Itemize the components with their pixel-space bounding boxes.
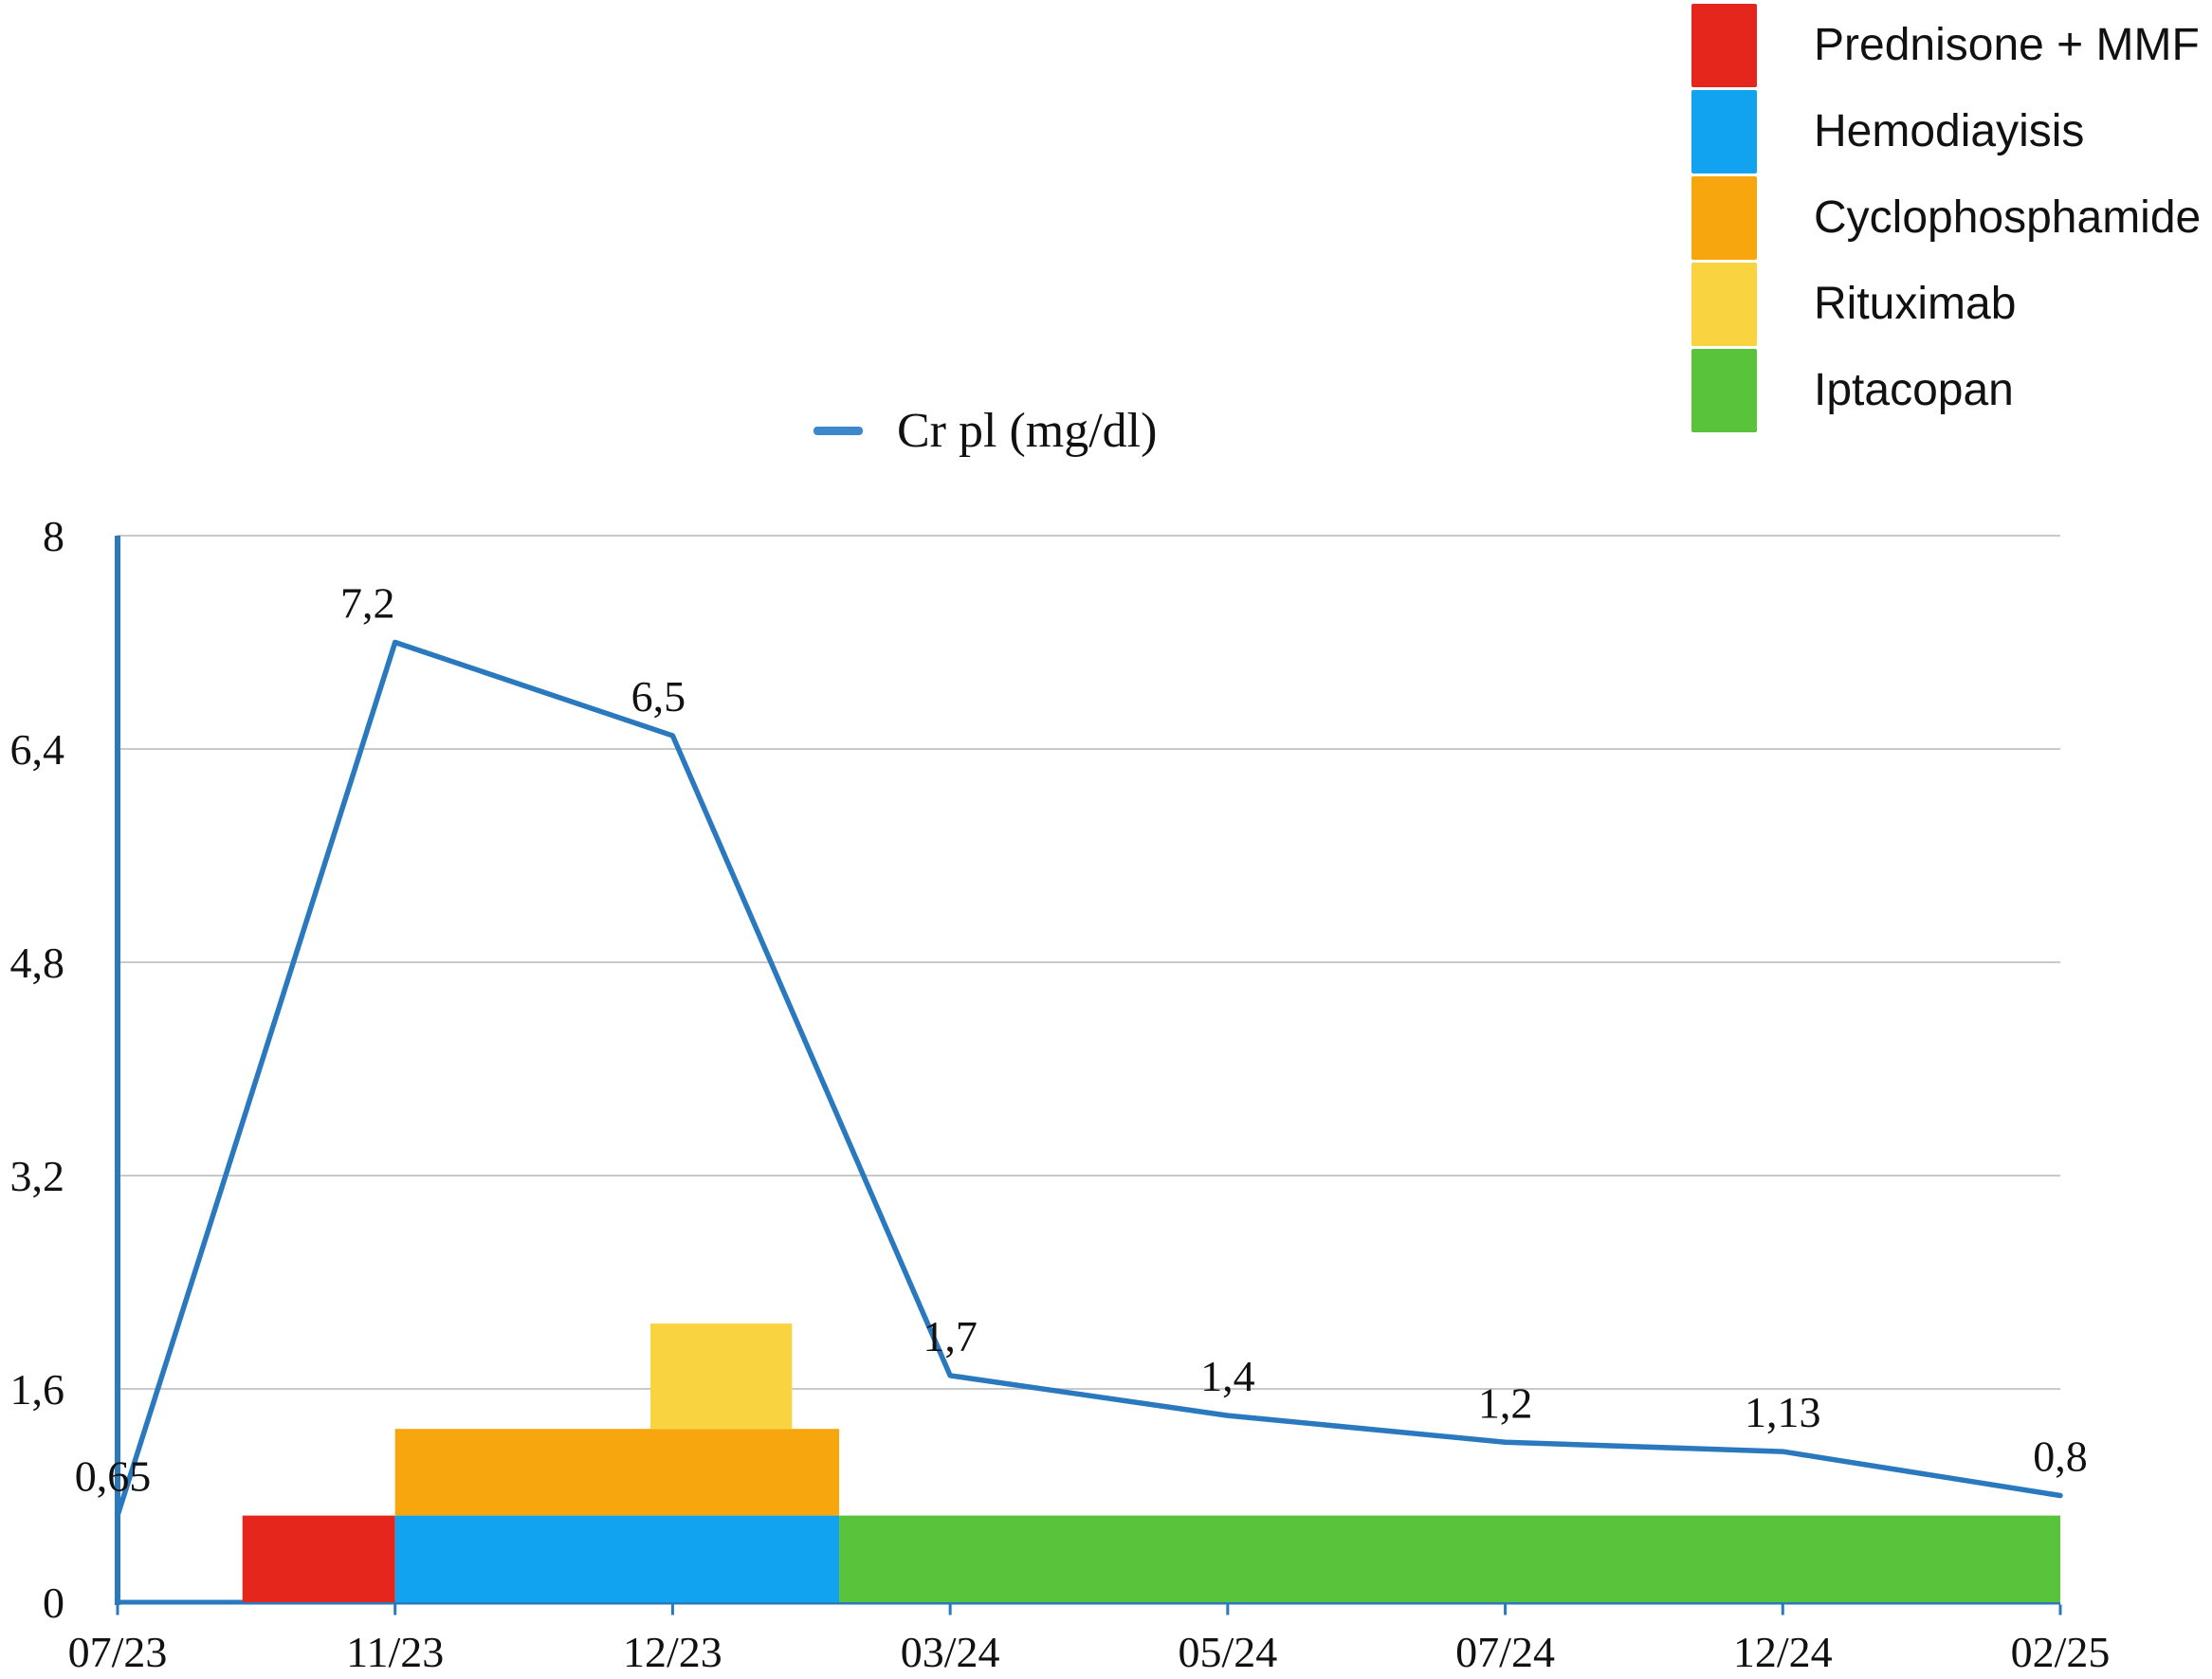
point-label-03-24: 1,7 xyxy=(923,1312,978,1360)
x-tick-11-23 xyxy=(393,1604,397,1615)
x-tick-05-24 xyxy=(1226,1604,1230,1615)
x-tick-02-25 xyxy=(2058,1604,2062,1615)
treatment-bar-rituximab xyxy=(650,1323,793,1430)
x-axis-label-07-24: 07/24 xyxy=(1455,1628,1555,1676)
x-axis-label-02-25: 02/25 xyxy=(2011,1628,2111,1676)
legend-label-iptacopan: Iptacopan xyxy=(1814,365,2014,415)
legend-row-prednisone-mmf: Prednisone + MMF xyxy=(1691,2,2201,88)
legend-swatch-iptacopan xyxy=(1691,348,1757,432)
chart-title: Cr pl (mg/dl) xyxy=(897,404,1158,458)
x-axis-label-05-24: 05/24 xyxy=(1178,1628,1277,1676)
legend-swatch-cyclophosphamide xyxy=(1691,175,1757,260)
x-tick-07-23 xyxy=(116,1604,119,1615)
x-axis-label-12-23: 12/23 xyxy=(623,1628,722,1676)
y-axis-label-3-2: 3,2 xyxy=(10,1152,65,1200)
x-axis-label-11-23: 11/23 xyxy=(346,1628,444,1676)
treatment-bar-hemodiayisis xyxy=(394,1515,840,1602)
x-tick-07-24 xyxy=(1504,1604,1508,1615)
point-label-07-24: 1,2 xyxy=(1478,1378,1533,1427)
y-axis-line xyxy=(115,536,120,1605)
x-axis-label-07-23: 07/23 xyxy=(68,1628,168,1676)
x-tick-12-24 xyxy=(1781,1604,1784,1615)
legend-swatch-prednisone-mmf xyxy=(1691,3,1757,87)
point-label-12-24: 1,13 xyxy=(1745,1388,1821,1436)
x-tick-03-24 xyxy=(948,1604,952,1615)
legend-row-rituximab: Rituximab xyxy=(1691,261,2201,347)
point-label-05-24: 1,4 xyxy=(1200,1352,1255,1400)
treatment-bar-iptacopan xyxy=(839,1515,2060,1602)
legend-label-hemodialysis: Hemodiayisis xyxy=(1814,106,2085,156)
y-axis-label-1-6: 1,6 xyxy=(10,1365,65,1414)
legend-label-rituximab: Rituximab xyxy=(1814,279,2017,329)
y-axis-label-4-8: 4,8 xyxy=(10,939,65,987)
treatment-bar-prednisone-mmf xyxy=(242,1515,395,1602)
point-label-12-23: 6,5 xyxy=(631,672,686,721)
point-label-11-23: 7,2 xyxy=(340,579,395,628)
point-label-02-25: 0,8 xyxy=(2033,1433,2088,1481)
legend-row-cyclophosphamide: Cyclophosphamide xyxy=(1691,174,2201,261)
legend-label-prednisone-mmf: Prednisone + MMF xyxy=(1814,20,2200,70)
x-tick-12-23 xyxy=(670,1604,674,1615)
y-axis-label-6-4: 6,4 xyxy=(10,725,65,774)
treatment-legend: Prednisone + MMF Hemodiayisis Cyclophosp… xyxy=(1691,2,2201,433)
x-axis-label-12-24: 12/24 xyxy=(1733,1628,1833,1676)
legend-swatch-rituximab xyxy=(1691,262,1757,346)
y-axis-label-0: 0 xyxy=(43,1579,64,1627)
legend-row-hemodialysis: Hemodiayisis xyxy=(1691,88,2201,174)
treatment-bar-cyclophosphamide xyxy=(394,1429,840,1516)
series-legend: Cr pl (mg/dl) xyxy=(814,403,1157,459)
legend-row-iptacopan: Iptacopan xyxy=(1691,347,2201,433)
line-series-marker-icon xyxy=(814,427,863,435)
x-axis-label-03-24: 03/24 xyxy=(901,1628,1000,1676)
point-label-07-23: 0,65 xyxy=(75,1452,152,1501)
legend-swatch-hemodialysis xyxy=(1691,89,1757,173)
legend-label-cyclophosphamide: Cyclophosphamide xyxy=(1814,192,2202,243)
y-axis-label-8: 8 xyxy=(43,512,64,560)
cr-pl-line xyxy=(115,639,2063,1519)
